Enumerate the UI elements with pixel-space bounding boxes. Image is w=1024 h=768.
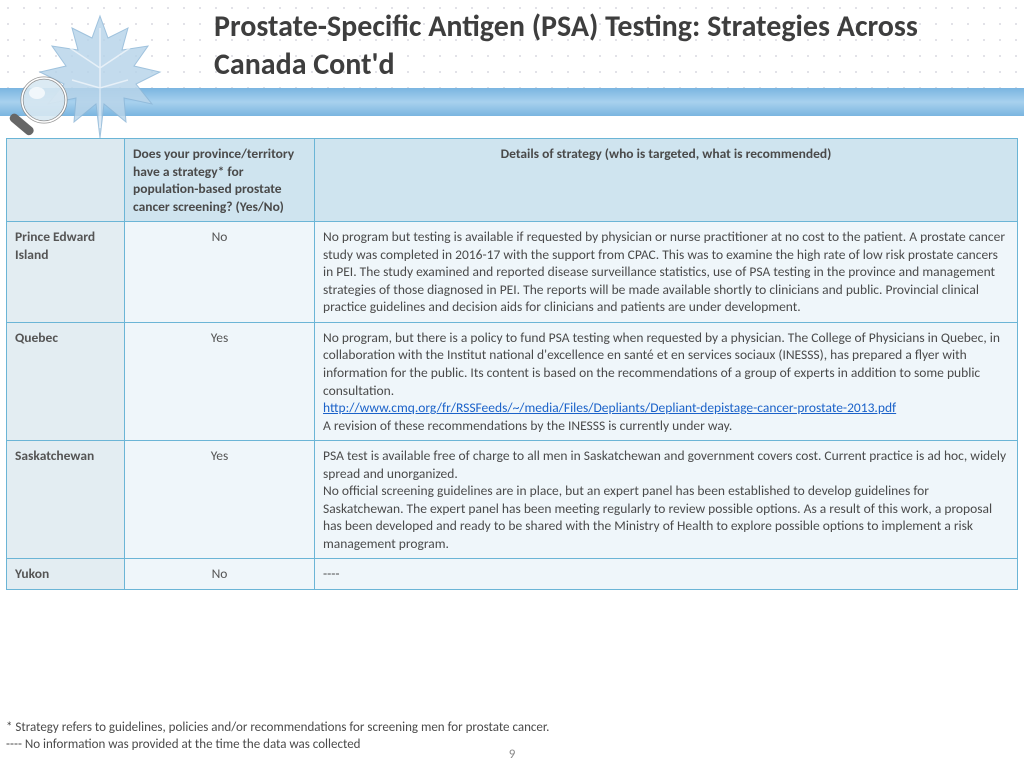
- details-text-pre: No program, but there is a policy to fun…: [323, 329, 1000, 399]
- col-header-province: [7, 139, 125, 222]
- details-link[interactable]: http://www.cmq.org/fr/RSSFeeds/~/media/F…: [323, 399, 896, 416]
- cell-details: No program but testing is available if r…: [315, 222, 1018, 323]
- cell-province: Quebec: [7, 322, 125, 440]
- slide-title: Prostate-Specific Antigen (PSA) Testing:…: [214, 8, 1014, 83]
- cell-yesno: No: [125, 559, 315, 590]
- col-header-details: Details of strategy (who is targeted, wh…: [315, 139, 1018, 222]
- cell-province: Saskatchewan: [7, 441, 125, 559]
- page-number: 9: [0, 747, 1024, 762]
- cell-details: PSA test is available free of charge to …: [315, 441, 1018, 559]
- table-row: Prince Edward Island No No program but t…: [7, 222, 1018, 323]
- cell-details: ----: [315, 559, 1018, 590]
- details-text-post: A revision of these recommendations by t…: [323, 417, 732, 434]
- cell-details: No program, but there is a policy to fun…: [315, 322, 1018, 440]
- header-band: [0, 88, 1024, 116]
- cell-province: Yukon: [7, 559, 125, 590]
- table-row: Saskatchewan Yes PSA test is available f…: [7, 441, 1018, 559]
- strategy-table: Does your province/territory have a stra…: [6, 138, 1018, 590]
- cell-province: Prince Edward Island: [7, 222, 125, 323]
- cell-yesno: Yes: [125, 322, 315, 440]
- cell-yesno: No: [125, 222, 315, 323]
- table-header-row: Does your province/territory have a stra…: [7, 139, 1018, 222]
- footnote-strategy: * Strategy refers to guidelines, policie…: [6, 719, 549, 737]
- cell-yesno: Yes: [125, 441, 315, 559]
- col-header-yesno: Does your province/territory have a stra…: [125, 139, 315, 222]
- table-row: Quebec Yes No program, but there is a po…: [7, 322, 1018, 440]
- table-row: Yukon No ----: [7, 559, 1018, 590]
